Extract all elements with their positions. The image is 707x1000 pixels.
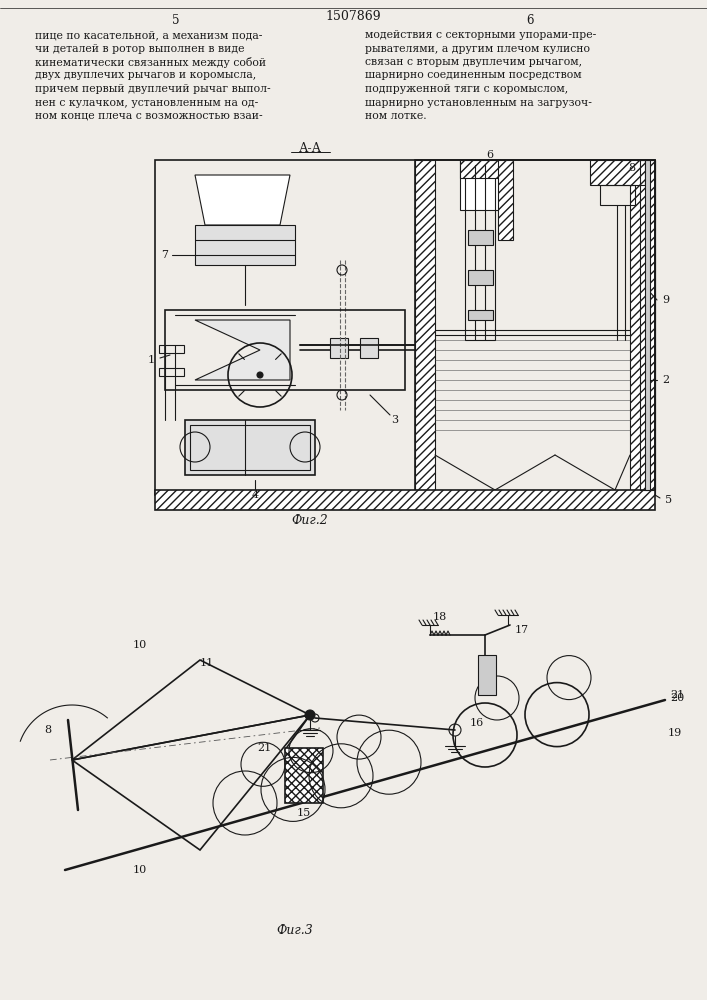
Text: модействия с секторными упорами-пре-: модействия с секторными упорами-пре- [365,30,596,40]
Bar [645,160,650,490]
Text: 6: 6 [486,150,493,160]
Bar [600,185,635,205]
Bar [630,160,655,495]
Text: ном конце плеча с возможностью взаи-: ном конце плеча с возможностью взаи- [35,111,262,121]
Bar [478,655,496,695]
Text: рывателями, а другим плечом кулисно: рывателями, а другим плечом кулисно [365,43,590,53]
Text: пице по касательной, а механизм пода-: пице по касательной, а механизм пода- [35,30,262,40]
Text: 7: 7 [161,250,168,260]
Text: 1: 1 [148,355,155,365]
Text: 9: 9 [662,295,669,305]
Text: 17: 17 [515,625,529,635]
Text: 4: 4 [252,490,259,500]
Text: 18: 18 [433,612,447,622]
Bar [360,338,378,358]
Bar [415,160,655,495]
Text: 16: 16 [470,718,484,728]
Bar [190,425,310,470]
Bar [465,160,495,340]
Bar [468,310,493,320]
Text: 11: 11 [200,658,214,668]
Bar [460,160,500,210]
Text: 1507869: 1507869 [325,10,381,23]
Text: нен с кулачком, установленным на од-: нен с кулачком, установленным на од- [35,98,258,107]
Bar [185,420,315,475]
Text: 10: 10 [133,865,147,875]
Text: 21: 21 [258,743,272,753]
Bar [155,490,655,510]
Text: связан с вторым двуплечим рычагом,: связан с вторым двуплечим рычагом, [365,57,582,67]
Text: 5: 5 [665,495,672,505]
Bar [640,160,655,490]
Bar [330,338,348,358]
Text: 15: 15 [297,808,311,818]
Text: А-А: А-А [298,141,322,154]
Text: 3: 3 [392,415,399,425]
Circle shape [305,710,315,720]
Bar [285,748,323,803]
Text: 2: 2 [662,375,669,385]
Bar [590,160,645,185]
Text: 21: 21 [670,690,684,700]
Bar [155,160,655,495]
Bar [460,160,500,178]
Circle shape [257,372,263,378]
Text: 5: 5 [173,13,180,26]
Text: подпруженной тяги с коромыслом,: подпруженной тяги с коромыслом, [365,84,568,94]
Text: шарнирно соединенным посредством: шарнирно соединенным посредством [365,70,582,81]
Text: чи деталей в ротор выполнен в виде: чи деталей в ротор выполнен в виде [35,43,245,53]
Text: причем первый двуплечий рычаг выпол-: причем первый двуплечий рычаг выпол- [35,84,271,94]
Bar [159,345,184,353]
Bar [195,225,295,265]
Text: 20: 20 [670,693,684,703]
Polygon shape [195,175,290,225]
Text: шарнирно установленным на загрузоч-: шарнирно установленным на загрузоч- [365,98,592,107]
Text: 8: 8 [45,725,52,735]
Text: 10: 10 [133,640,147,650]
Polygon shape [195,320,290,380]
Bar [498,160,513,240]
Bar [159,368,184,376]
Text: двух двуплечих рычагов и коромысла,: двух двуплечих рычагов и коромысла, [35,70,256,81]
Bar [468,230,493,245]
Text: Фиг.3: Фиг.3 [276,924,313,936]
Text: кинематически связанных между собой: кинематически связанных между собой [35,56,266,68]
Text: Фиг.2: Фиг.2 [291,514,328,526]
Bar [165,310,405,390]
Text: 19: 19 [668,728,682,738]
Text: 6: 6 [526,13,534,26]
Text: 8: 8 [628,163,635,173]
Text: ном лотке.: ном лотке. [365,111,426,121]
Bar [415,160,435,495]
Bar [468,270,493,285]
